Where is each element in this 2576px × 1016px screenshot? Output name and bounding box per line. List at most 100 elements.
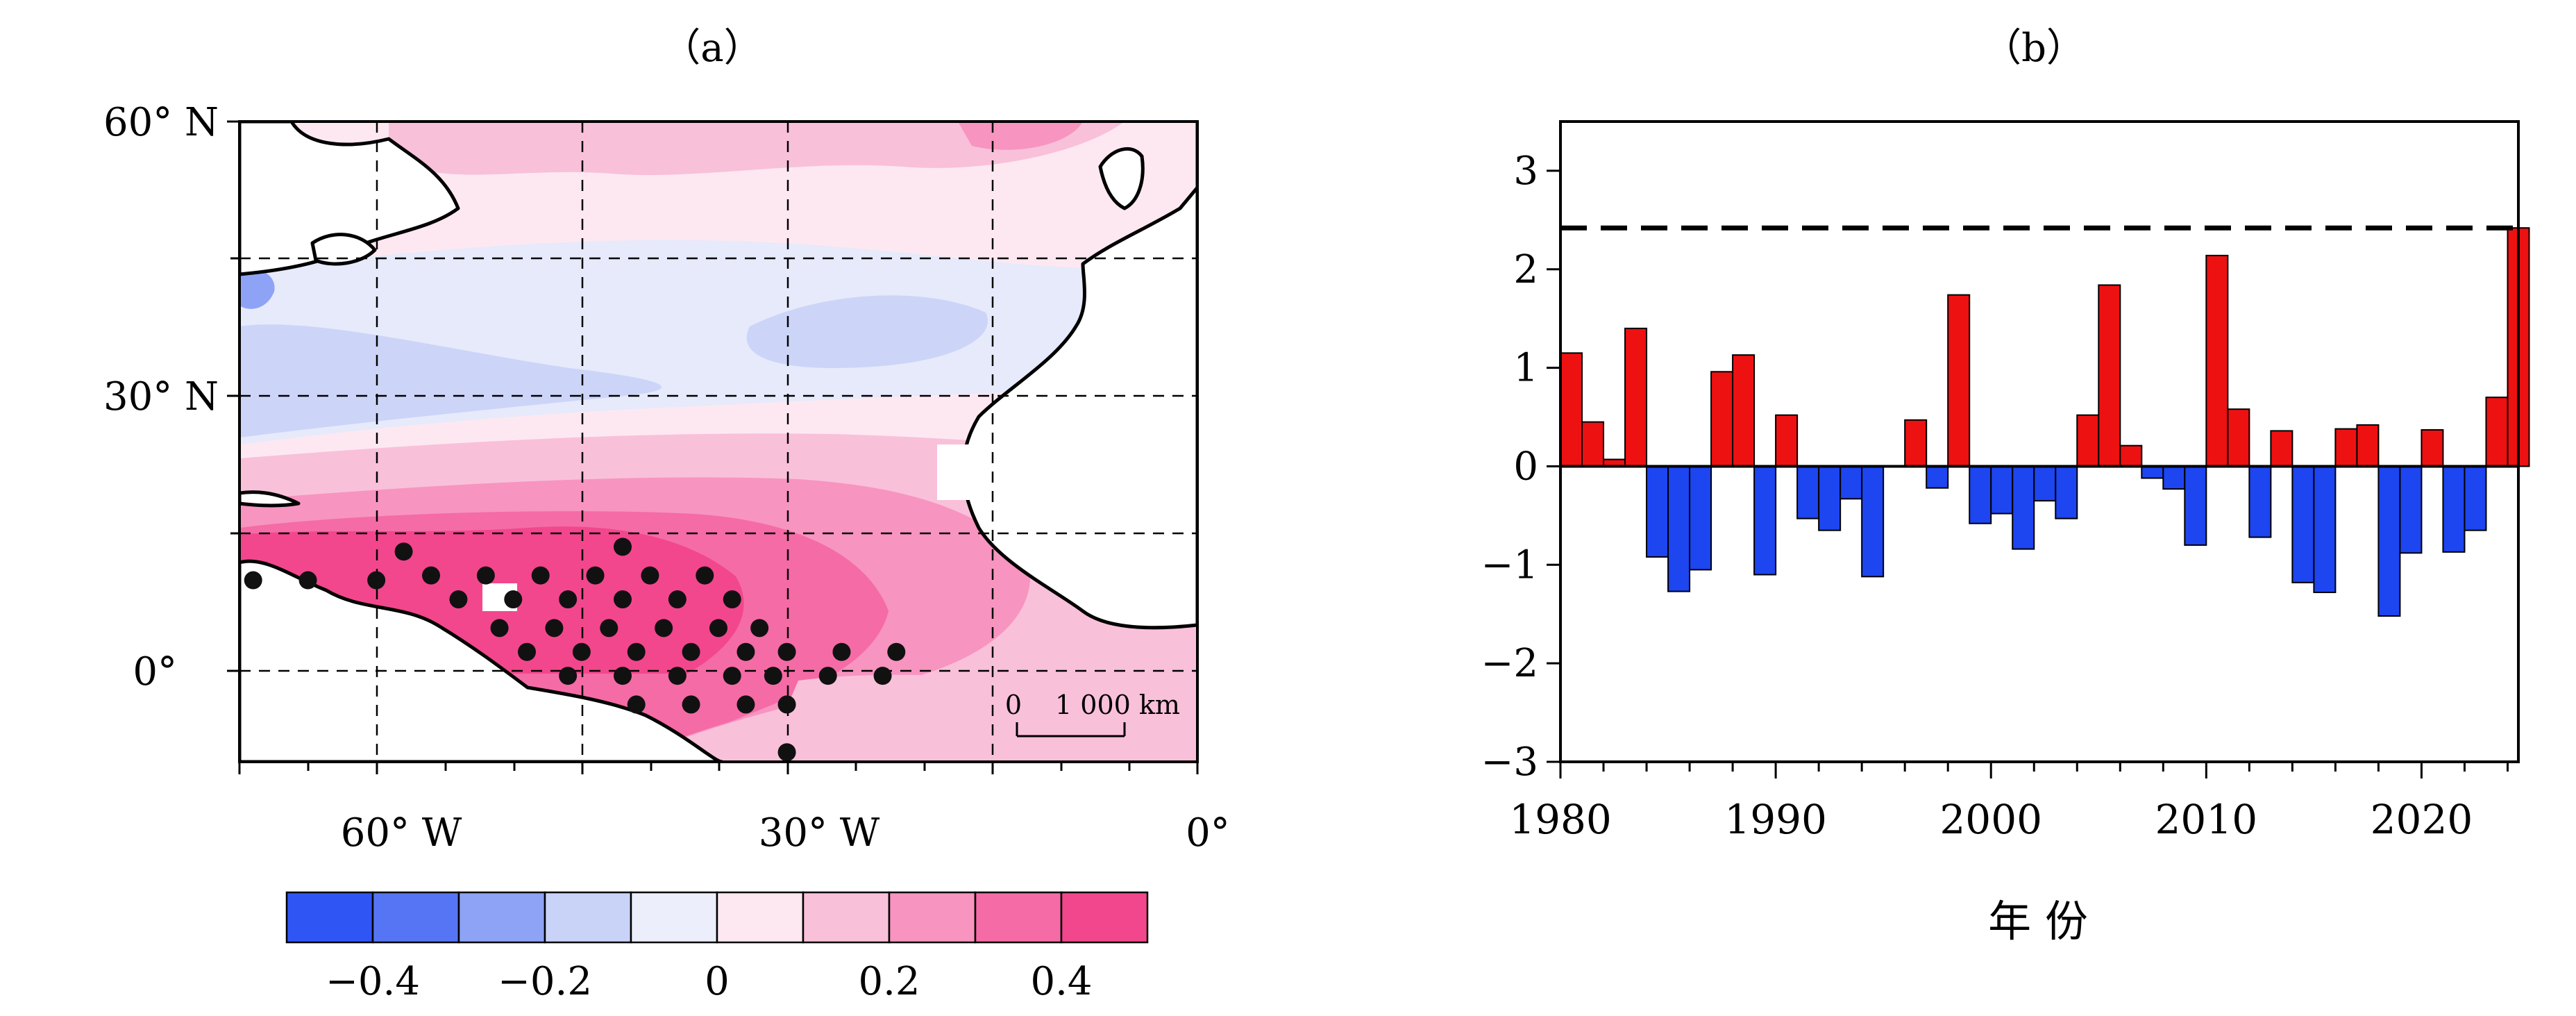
bar <box>2141 465 2164 479</box>
bar <box>1861 465 1885 578</box>
bar <box>2399 465 2423 554</box>
stipple-dot <box>422 566 440 585</box>
stipple-dot <box>655 619 673 638</box>
stipple-dot <box>887 642 906 661</box>
stipple-dot <box>627 642 646 661</box>
stipple-dot <box>394 542 413 561</box>
x-tick-label: 2010 <box>2155 796 2258 843</box>
bar <box>2205 254 2229 467</box>
y-ticks: 3 2 1 0 −1 −2 −3 <box>1481 149 1560 785</box>
bar <box>2076 414 2100 467</box>
y-tick-label: −2 <box>1481 641 1538 686</box>
stipple-dot <box>736 642 755 661</box>
bar <box>1926 465 1949 489</box>
stipple-dot <box>641 566 659 585</box>
stipple-dot <box>586 566 605 585</box>
bar <box>1969 465 1992 524</box>
field-blue-core-east <box>746 295 988 368</box>
land-cuba <box>239 490 301 508</box>
field-pink-north-core <box>958 122 1083 150</box>
land-newfoundland <box>310 233 377 266</box>
bar <box>2464 465 2487 531</box>
bar <box>2098 284 2121 467</box>
bar <box>2162 465 2186 490</box>
colorbar-swatch <box>974 891 1063 944</box>
bar <box>2421 428 2444 467</box>
field-blue-core-west <box>239 324 662 438</box>
land-north-america-north <box>239 122 460 276</box>
bar <box>1646 465 1669 558</box>
land-britain <box>1098 147 1145 210</box>
colorbar-label: 0 <box>705 959 730 1004</box>
stipple-dot <box>545 619 564 638</box>
y-tick-label: 1 <box>1513 346 1538 391</box>
colorbar-swatch <box>1060 891 1149 944</box>
bar <box>2442 465 2466 553</box>
bar <box>1710 371 1734 467</box>
field-blue-deep <box>239 268 275 309</box>
stipple-dot <box>614 590 632 609</box>
colorbar-label: 0.2 <box>858 959 920 1004</box>
land-caribbean-south-america <box>239 559 724 762</box>
x-tick-label: 2000 <box>1939 796 2042 843</box>
bar-series <box>1560 227 2530 617</box>
bar <box>2377 465 2401 617</box>
stipple-dot <box>504 590 523 609</box>
colorbar-swatch <box>544 891 632 944</box>
stipple-dot <box>600 619 618 638</box>
bar <box>2184 465 2207 546</box>
stipple-dot <box>832 642 851 661</box>
bar <box>2119 444 2143 467</box>
bar <box>1667 465 1691 592</box>
y-tick-label: −1 <box>1481 542 1538 588</box>
bar <box>1753 465 1777 576</box>
stipple-dot <box>244 571 262 590</box>
bar <box>2012 465 2035 550</box>
bar <box>1818 465 1842 531</box>
x-axis-title: 年 份 <box>1988 896 2088 947</box>
field-pink-north <box>389 122 1125 176</box>
lon-label-0: 0° <box>1186 810 1230 856</box>
bar <box>1732 354 1756 467</box>
stipple-dot <box>298 571 317 590</box>
colorbar-swatch <box>716 891 805 944</box>
field-pink-equator <box>764 674 1197 762</box>
stipple-layer <box>244 538 906 762</box>
stipple-dot <box>490 619 509 638</box>
bar <box>1689 465 1712 571</box>
colorbar-label: −0.2 <box>498 959 592 1004</box>
bar <box>2313 465 2337 594</box>
y-tick-label: −3 <box>1481 740 1538 785</box>
stipple-dot <box>559 667 578 685</box>
colorbar-label: −0.4 <box>326 959 420 1004</box>
stipple-dot <box>873 667 892 685</box>
colorbar-swatch <box>371 891 460 944</box>
stipple-dot <box>709 619 727 638</box>
colorbar-swatch <box>285 891 374 944</box>
lon-label-30w: 30° W <box>759 810 880 856</box>
panel-a: （a） <box>103 26 1230 1004</box>
stipple-dot <box>736 695 755 714</box>
gridlines <box>239 122 1197 762</box>
map-field <box>239 122 1197 762</box>
colorbar-swatch <box>630 891 718 944</box>
land-africa <box>961 122 1197 630</box>
stipple-dot <box>449 590 468 609</box>
stipple-dot <box>668 590 687 609</box>
bar <box>2033 465 2057 502</box>
colorbar-swatch <box>888 891 977 944</box>
panel-b-label: （b） <box>1982 26 2085 71</box>
bar <box>2291 465 2315 583</box>
stipple-dot <box>668 667 687 685</box>
stipple-dot <box>559 590 578 609</box>
bar <box>1840 465 1863 500</box>
bar <box>2356 424 2380 467</box>
bar <box>1796 465 1820 519</box>
colorbar <box>285 891 1149 944</box>
colorbar-swatch <box>457 891 546 944</box>
stipple-dot <box>367 571 386 590</box>
scale-bar <box>1016 722 1126 738</box>
mask-patch-east <box>937 444 979 500</box>
stipple-dot <box>777 642 796 661</box>
map-ticks <box>227 120 1199 774</box>
